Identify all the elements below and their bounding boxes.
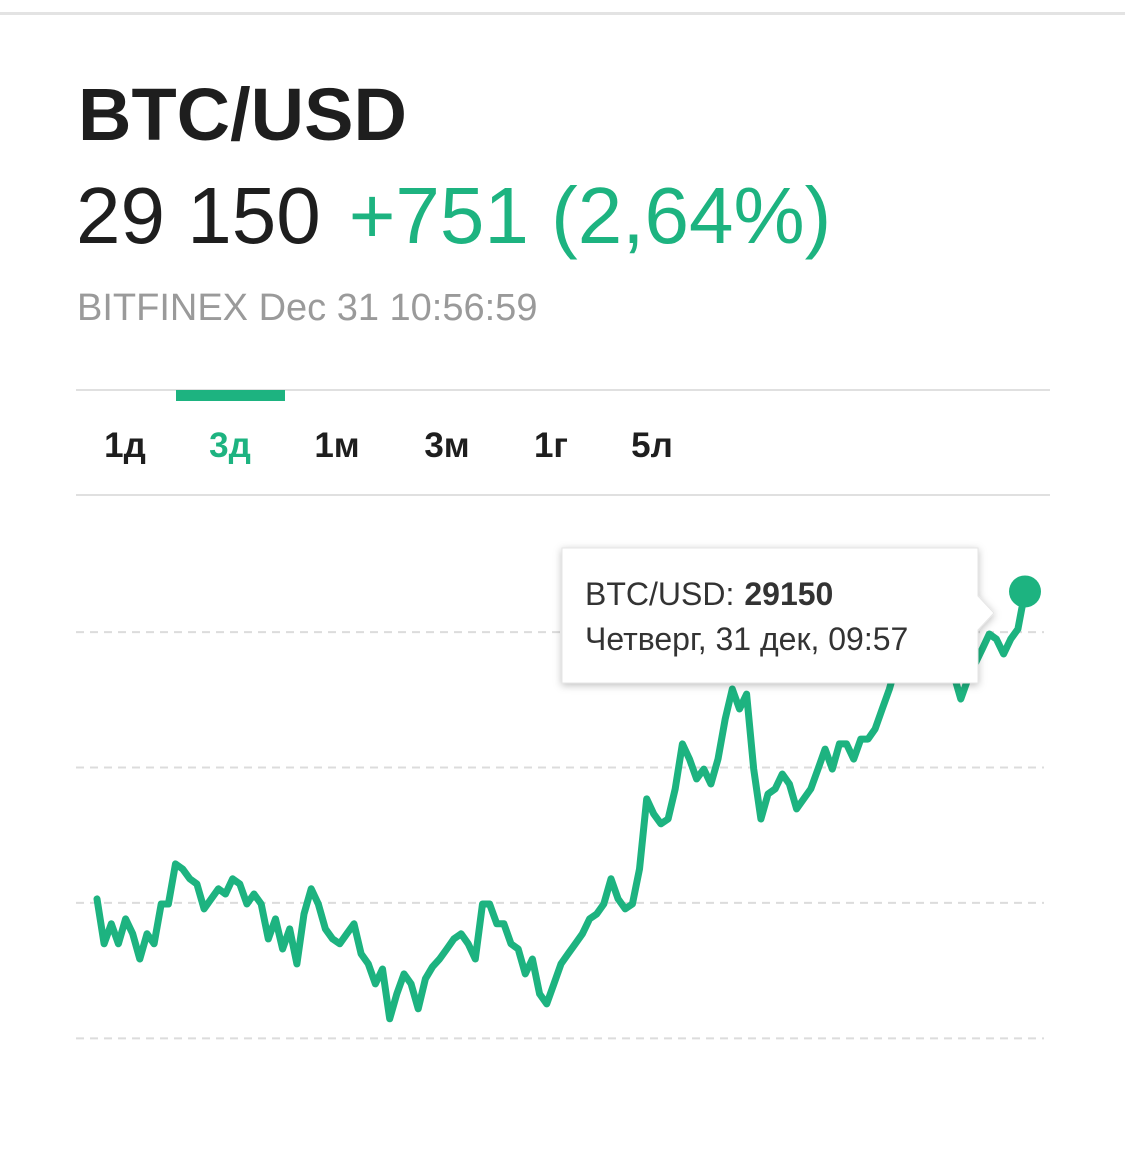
top-divider [0,12,1125,15]
price-change: +751 (2,64%) [349,171,832,260]
period-tab[interactable]: 1д [104,426,146,465]
price-line [93,588,1029,1023]
period-tabs: 1д 3д 1м 3м 1г 5л [104,390,673,465]
tooltip: BTC/USD: 29150 Четверг, 31 дек, 09:57 [561,547,995,684]
current-point [1009,575,1041,608]
tooltip-date: Четверг, 31 дек, 09:57 [585,621,908,657]
price: 29 150 [76,171,321,260]
tooltip-line: BTC/USD: 29150 [585,576,833,612]
tooltip-value: 29150 [744,576,833,612]
tooltip-box [561,547,995,684]
active-tab-indicator [176,390,285,401]
price-line: 29 150 +751 (2,64%) [76,171,831,260]
ticker-title: BTC/USD [78,73,407,156]
plot [76,575,1044,1040]
tabs-top-divider [76,389,1050,391]
period-tab[interactable]: 5л [631,426,673,465]
tabs-bottom-divider [76,494,1050,496]
period-tab[interactable]: 1г [534,426,568,465]
period-tab[interactable]: 3д [209,426,251,465]
source-time: BITFINEX Dec 31 10:56:59 [77,287,537,329]
period-tab[interactable]: 1м [314,426,359,465]
tooltip-label: BTC/USD: [585,576,734,612]
period-tab[interactable]: 3м [424,426,469,465]
